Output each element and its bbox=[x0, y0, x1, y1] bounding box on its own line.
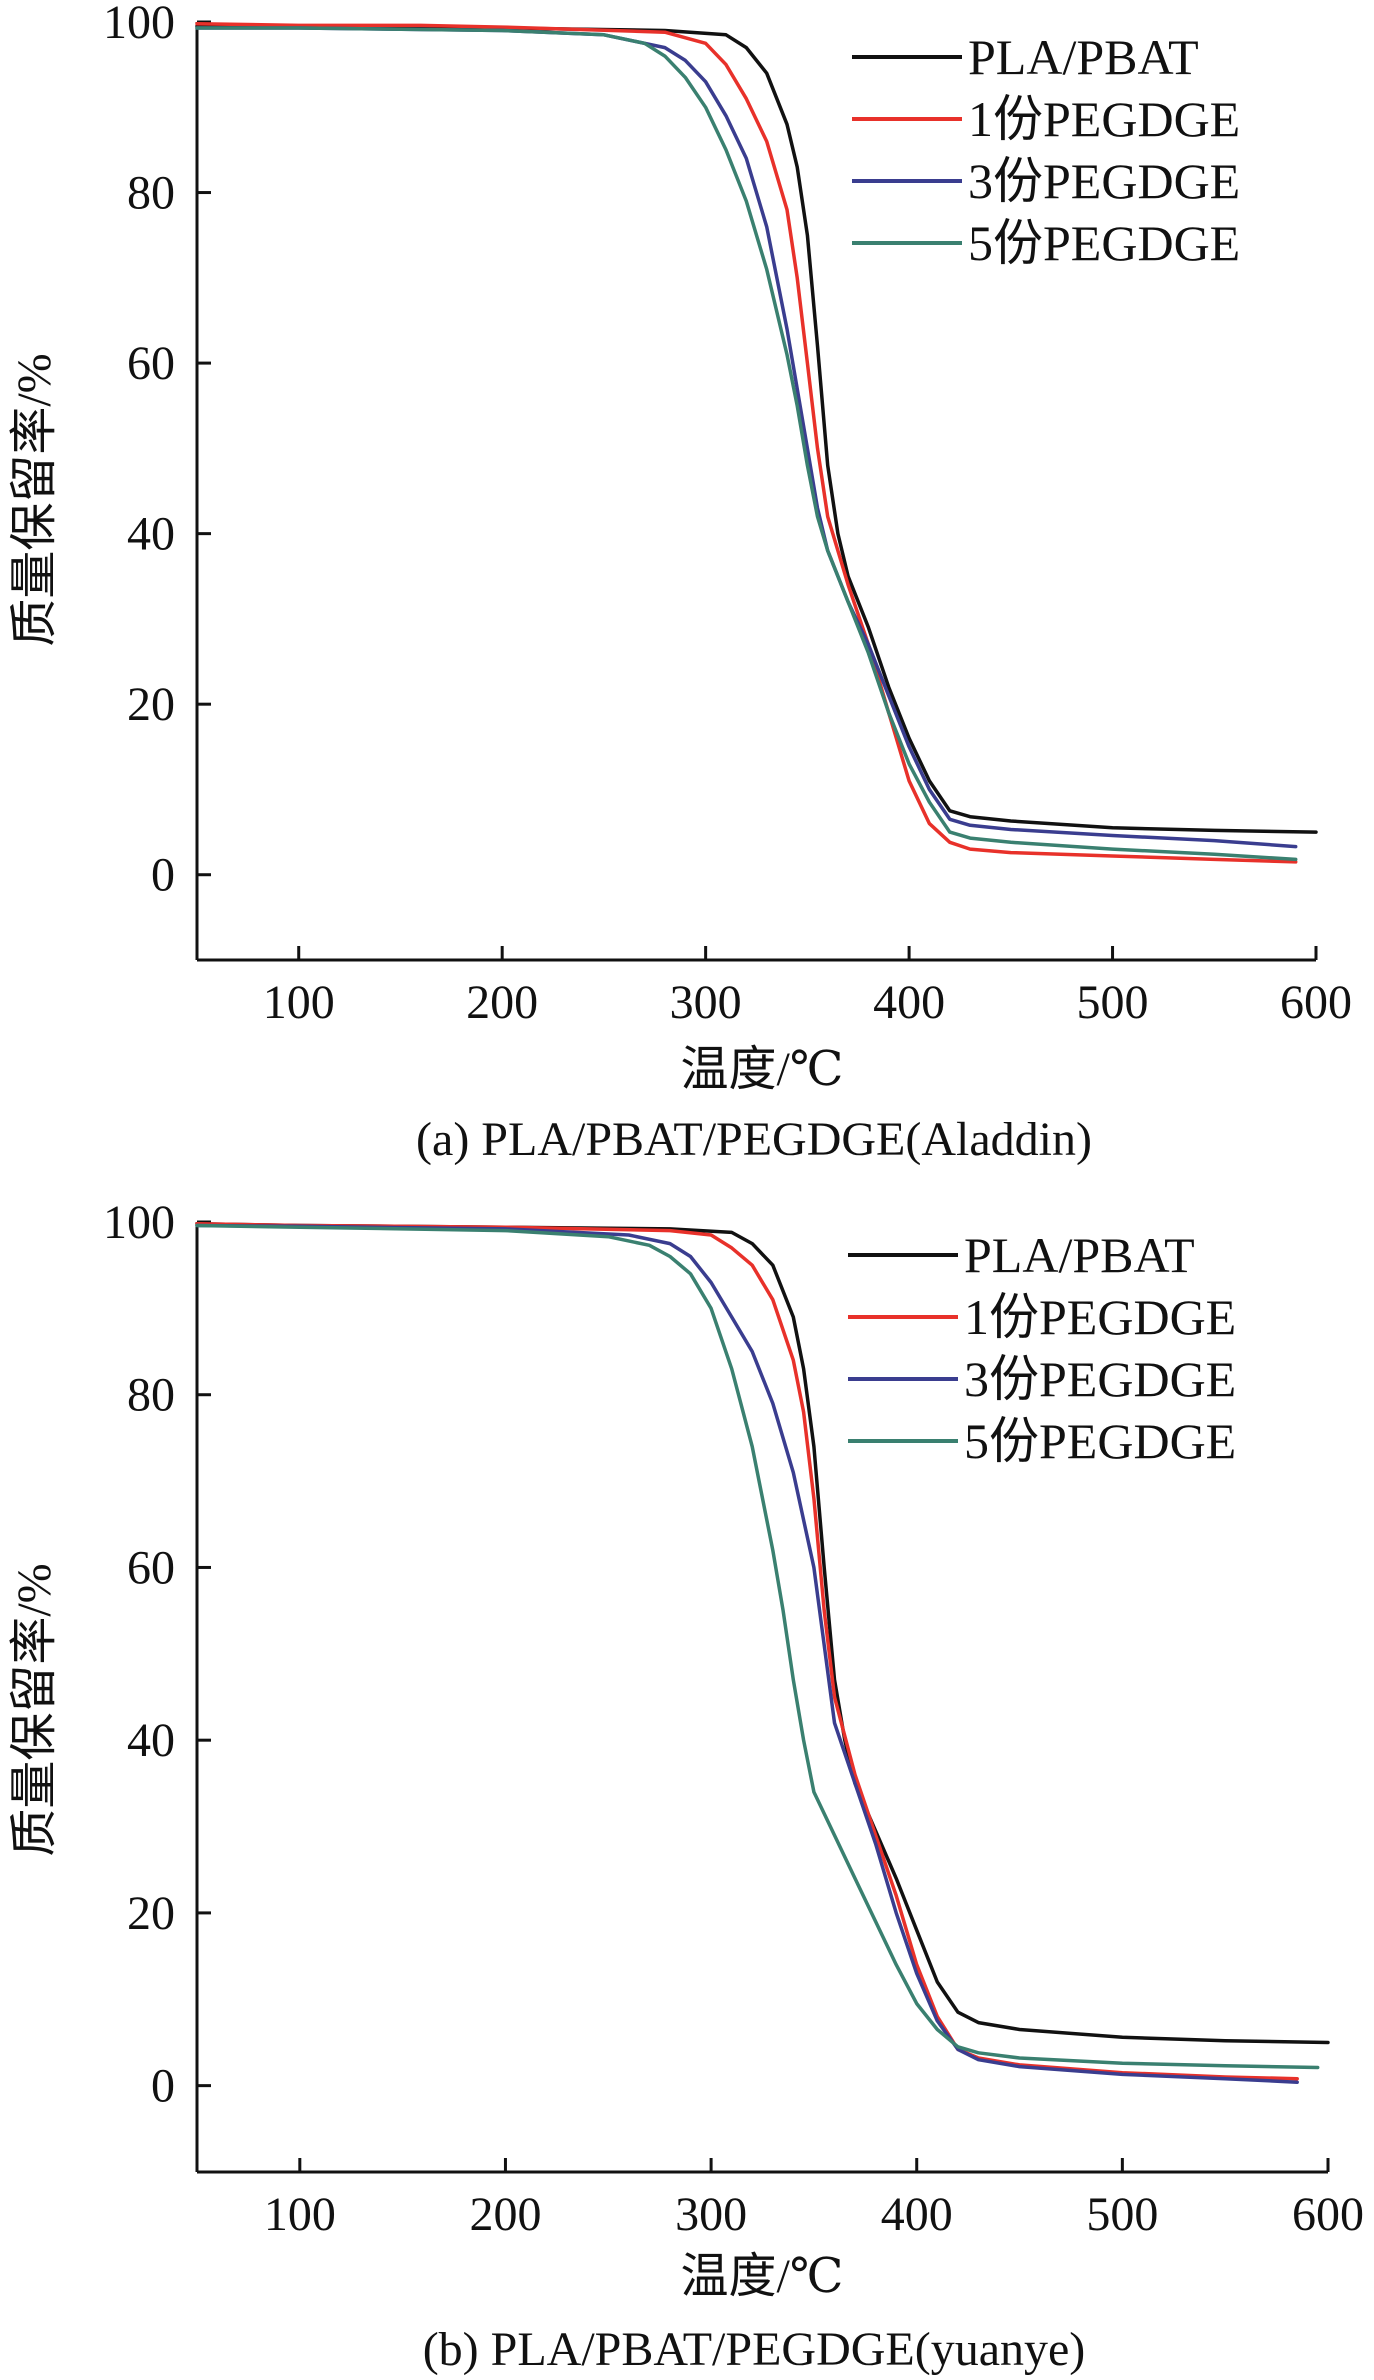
x-tick-label: 100 bbox=[263, 976, 335, 1029]
series-line bbox=[195, 1223, 1320, 2070]
y-tick-label: 100 bbox=[103, 0, 175, 49]
panel-caption: (b) PLA/PBAT/PEGDGE(yuanye) bbox=[423, 2323, 1086, 2376]
x-tick-label: 300 bbox=[670, 976, 742, 1029]
legend-label: PLA/PBAT bbox=[964, 1227, 1195, 1283]
ticks: 100 200 300 400 500 600 0 20 40 60 80 100 bbox=[103, 0, 1352, 1029]
legend-label: 3份PEGDGE bbox=[968, 153, 1240, 209]
y-axis-label: 质量保留率/% bbox=[8, 353, 61, 646]
x-tick-label: 400 bbox=[873, 976, 945, 1029]
x-tick-label: 300 bbox=[675, 2188, 747, 2241]
y-tick-label: 0 bbox=[151, 849, 175, 902]
y-tick-label: 0 bbox=[151, 2060, 175, 2113]
x-tick-label: 400 bbox=[881, 2188, 953, 2241]
plot-area bbox=[195, 22, 1316, 962]
series-group bbox=[195, 1221, 1330, 2084]
y-tick-label: 100 bbox=[103, 1196, 175, 1249]
series-line bbox=[195, 1223, 1299, 2084]
y-tick-label: 40 bbox=[127, 508, 175, 561]
legend-label: 1份PEGDGE bbox=[968, 91, 1240, 147]
legend-label: 1份PEGDGE bbox=[964, 1289, 1236, 1345]
y-tick-label: 40 bbox=[127, 1714, 175, 1767]
x-tick-label: 500 bbox=[1077, 976, 1149, 1029]
y-axis-label: 质量保留率/% bbox=[8, 1563, 61, 1856]
x-tick-label: 100 bbox=[264, 2188, 336, 2241]
series-line bbox=[195, 21, 1298, 864]
x-axis-label: 温度/℃ bbox=[680, 2250, 843, 2303]
y-tick-label: 60 bbox=[127, 337, 175, 390]
x-tick-label: 200 bbox=[466, 976, 538, 1029]
ticks: 100 200 300 400 500 600 0 20 40 60 80 100 bbox=[103, 1196, 1364, 2241]
series-line bbox=[195, 24, 1318, 834]
legend-label: 5份PEGDGE bbox=[968, 215, 1240, 271]
x-tick-label: 500 bbox=[1086, 2188, 1158, 2241]
legend-label: 5份PEGDGE bbox=[964, 1413, 1236, 1469]
series-line bbox=[195, 26, 1298, 849]
x-tick-label: 600 bbox=[1292, 2188, 1364, 2241]
legend: PLA/PBAT 1份PEGDGE 3份PEGDGE 5份PEGDGE bbox=[848, 1227, 1236, 1469]
y-tick-label: 20 bbox=[127, 678, 175, 731]
series-group bbox=[195, 21, 1318, 864]
legend-label: 3份PEGDGE bbox=[964, 1351, 1236, 1407]
panel-caption: (a) PLA/PBAT/PEGDGE(Aladdin) bbox=[416, 1113, 1092, 1166]
y-tick-label: 80 bbox=[127, 167, 175, 220]
x-tick-label: 200 bbox=[469, 2188, 541, 2241]
x-axis-label: 温度/℃ bbox=[680, 1043, 843, 1096]
y-tick-label: 20 bbox=[127, 1887, 175, 1940]
legend: PLA/PBAT 1份PEGDGE 3份PEGDGE 5份PEGDGE bbox=[852, 29, 1240, 271]
series-line bbox=[195, 1221, 1330, 2045]
x-tick-label: 600 bbox=[1280, 976, 1352, 1029]
legend-label: PLA/PBAT bbox=[968, 29, 1199, 85]
series-line bbox=[195, 26, 1298, 862]
y-tick-label: 80 bbox=[127, 1369, 175, 1422]
y-tick-label: 60 bbox=[127, 1541, 175, 1594]
plot-area bbox=[195, 1222, 1328, 2174]
